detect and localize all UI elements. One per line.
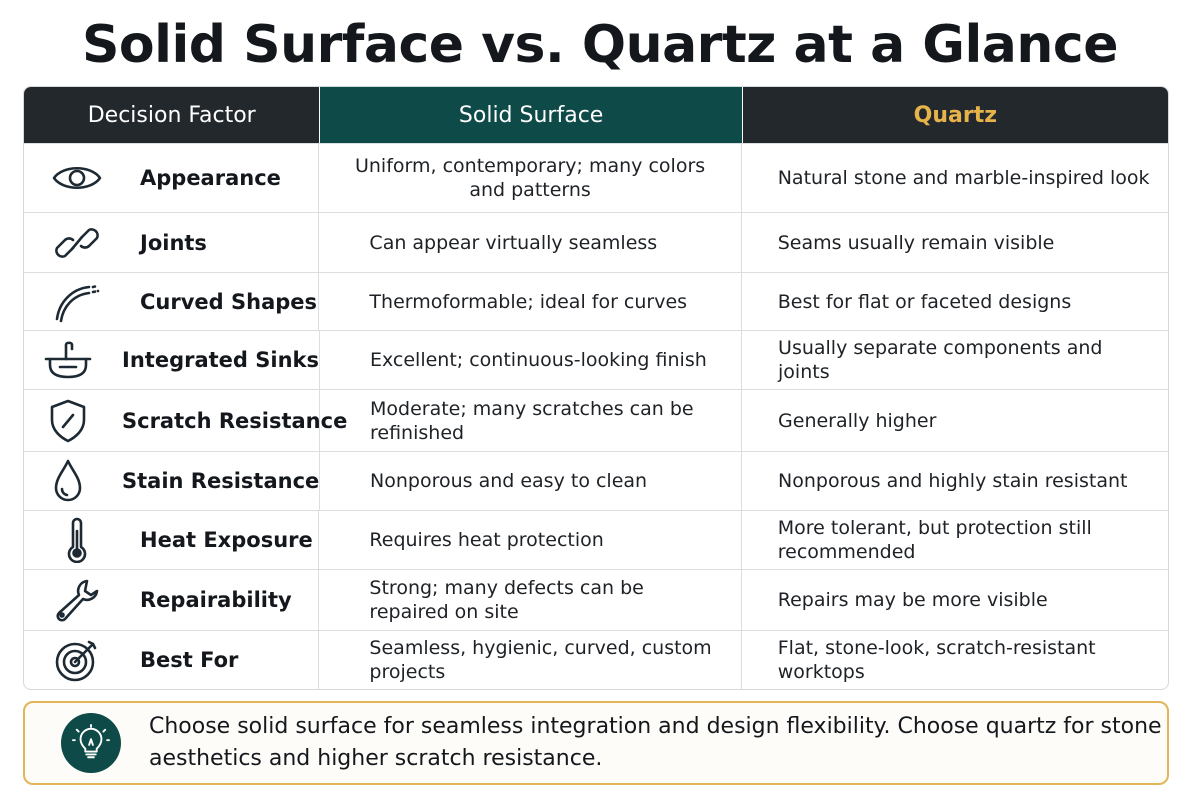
header-decision-factor: Decision Factor: [24, 87, 320, 143]
factor-label: Integrated Sinks: [122, 348, 319, 372]
table-row: Joints Can appear virtually seamless Sea…: [24, 212, 1168, 272]
quartz-cell: Usually separate components and joints: [778, 337, 1103, 383]
header-quartz: Quartz: [741, 87, 1168, 143]
factor-label: Stain Resistance: [122, 469, 320, 493]
solid-surface-cell: Can appear virtually seamless: [319, 213, 742, 272]
eye-icon: [42, 154, 112, 202]
solid-surface-cell: Seamless, hygienic, curved, custom proje…: [319, 631, 742, 689]
solid-surface-cell: Requires heat protection: [319, 511, 742, 569]
curve-icon: [42, 278, 112, 326]
factor-label: Repairability: [140, 588, 292, 612]
sink-icon: [42, 336, 94, 384]
table-row: Appearance Uniform, contemporary; many c…: [24, 143, 1168, 212]
table-header-row: Decision Factor Solid Surface Quartz: [24, 87, 1168, 143]
page-title: Solid Surface vs. Quartz at a Glance: [81, 15, 1119, 75]
table-row: Scratch Resistance Moderate; many scratc…: [24, 389, 1168, 451]
quartz-cell: More tolerant, but protection still reco…: [777, 517, 1092, 563]
shield-icon: [42, 397, 94, 445]
quartz-cell: Natural stone and marble-inspired look: [777, 167, 1150, 189]
quartz-cell: Repairs may be more visible: [777, 589, 1048, 611]
solid-surface-cell: Uniform, contemporary; many colors and p…: [319, 144, 742, 212]
table-row: Integrated Sinks Excellent; continuous-l…: [24, 330, 1168, 389]
factor-label: Scratch Resistance: [122, 408, 348, 433]
solid-surface-cell: Nonporous and easy to clean: [320, 452, 743, 510]
table-row: Curved Shapes Thermoformable; ideal for …: [24, 272, 1168, 330]
solid-surface-cell: Excellent; continuous-looking finish: [320, 331, 743, 389]
quartz-cell: Generally higher: [778, 409, 937, 432]
target-icon: [42, 636, 112, 684]
recommendation-callout: Choose solid surface for seamless integr…: [23, 701, 1169, 785]
quartz-cell: Flat, stone-look, scratch-resistant work…: [777, 637, 1096, 683]
factor-label: Best For: [140, 648, 239, 672]
quartz-cell: Best for flat or faceted designs: [777, 290, 1072, 313]
factor-label: Appearance: [140, 166, 281, 190]
quartz-cell: Seams usually remain visible: [777, 231, 1055, 254]
link-icon: [42, 219, 112, 267]
quartz-cell: Nonporous and highly stain resistant: [778, 470, 1128, 492]
table-row: Heat Exposure Requires heat protection M…: [24, 510, 1168, 569]
table-row: Repairability Strong; many defects can b…: [24, 569, 1168, 630]
thermometer-icon: [42, 516, 112, 564]
factor-label: Curved Shapes: [140, 289, 318, 314]
wrench-icon: [42, 576, 112, 624]
solid-surface-cell: Thermoformable; ideal for curves: [319, 273, 742, 330]
header-solid-surface: Solid Surface: [319, 87, 742, 143]
drop-icon: [42, 457, 94, 505]
factor-label: Joints: [140, 230, 207, 255]
factor-label: Heat Exposure: [140, 528, 313, 552]
comparison-table: Decision Factor Solid Surface Quartz App…: [23, 86, 1169, 690]
recommendation-text: Choose solid surface for seamless integr…: [149, 714, 1162, 771]
table-row: Best For Seamless, hygienic, curved, cus…: [24, 630, 1168, 689]
solid-surface-cell: Strong; many defects can be repaired on …: [319, 570, 742, 630]
solid-surface-cell: Moderate; many scratches can be refinish…: [320, 390, 743, 451]
lightbulb-icon: [61, 713, 121, 773]
table-row: Stain Resistance Nonporous and easy to c…: [24, 451, 1168, 510]
